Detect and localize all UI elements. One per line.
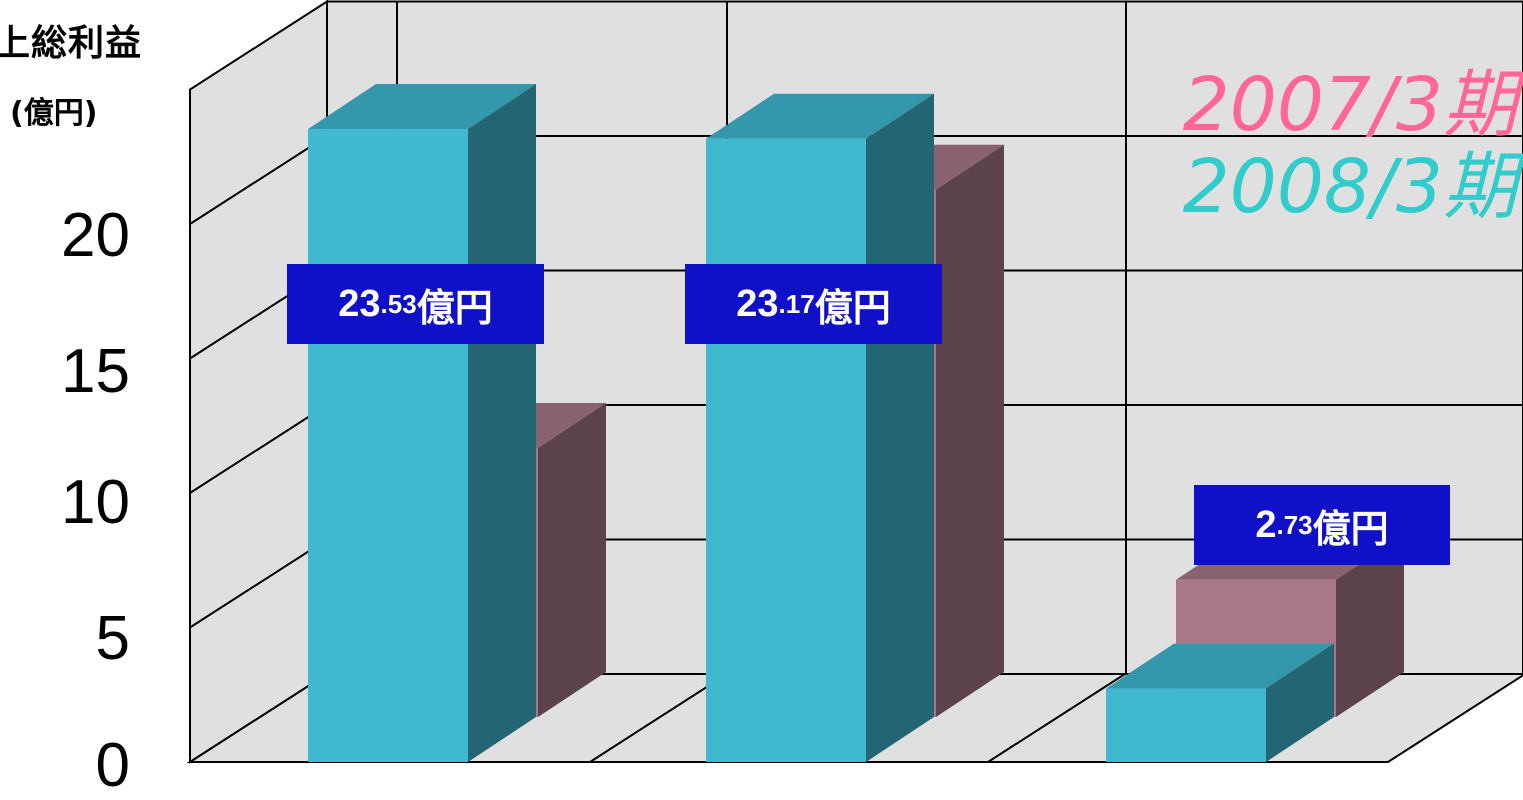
bar-2008-1-side [468, 84, 536, 763]
data-label-1-unit: 億円 [416, 287, 493, 330]
floor-divider-2 [987, 673, 1126, 763]
bar-2007-2-side [936, 144, 1004, 717]
data-label-bar-3: 2.73 億円 [1194, 485, 1450, 565]
side-wall [189, 0, 328, 764]
bar-2008-2-side [866, 93, 934, 763]
y-tick-15: 15 [61, 337, 130, 406]
floor-divider-1 [589, 673, 728, 763]
y-tick-5: 5 [95, 604, 130, 673]
bar-2007-1-side [538, 403, 606, 717]
data-label-3-dec: .73 [1276, 509, 1313, 540]
data-label-bar-1: 23.53 億円 [287, 264, 544, 344]
data-label-2-unit: 億円 [814, 287, 891, 330]
bar-2008-1 [308, 84, 536, 763]
data-label-bar-2: 23.17 億円 [685, 264, 942, 344]
y-tick-20: 20 [61, 201, 130, 270]
chart-title: 上総利益 [0, 23, 143, 64]
bar-2008-2-front [706, 138, 866, 763]
bar-2008-1-top [308, 84, 536, 130]
bar-2008-2 [706, 93, 934, 763]
y-tick-0: 0 [95, 731, 130, 800]
bar-2008-2-top [706, 93, 934, 139]
data-label-1-int: 23 [338, 282, 381, 325]
bar-2008-3-front [1106, 688, 1266, 762]
bar-2008-1-front [308, 129, 468, 763]
data-label-3-unit: 億円 [1312, 508, 1389, 551]
data-label-1-dec: .53 [380, 288, 417, 319]
bar-2008-3 [1106, 643, 1334, 762]
y-tick-10: 10 [61, 468, 130, 537]
legend-series-2007: 2007/3期 [1182, 62, 1517, 148]
data-label-2-int: 23 [736, 282, 779, 325]
bar-2008-3-top [1106, 643, 1334, 689]
y-axis-unit: (億円) [10, 96, 98, 131]
data-label-3-int: 2 [1255, 503, 1277, 546]
data-label-2-dec: .17 [778, 288, 815, 319]
bar-2008-3-side [1266, 643, 1334, 762]
legend-series-2008: 2008/3期 [1182, 144, 1517, 230]
bar-2007-3-side [1336, 534, 1404, 717]
